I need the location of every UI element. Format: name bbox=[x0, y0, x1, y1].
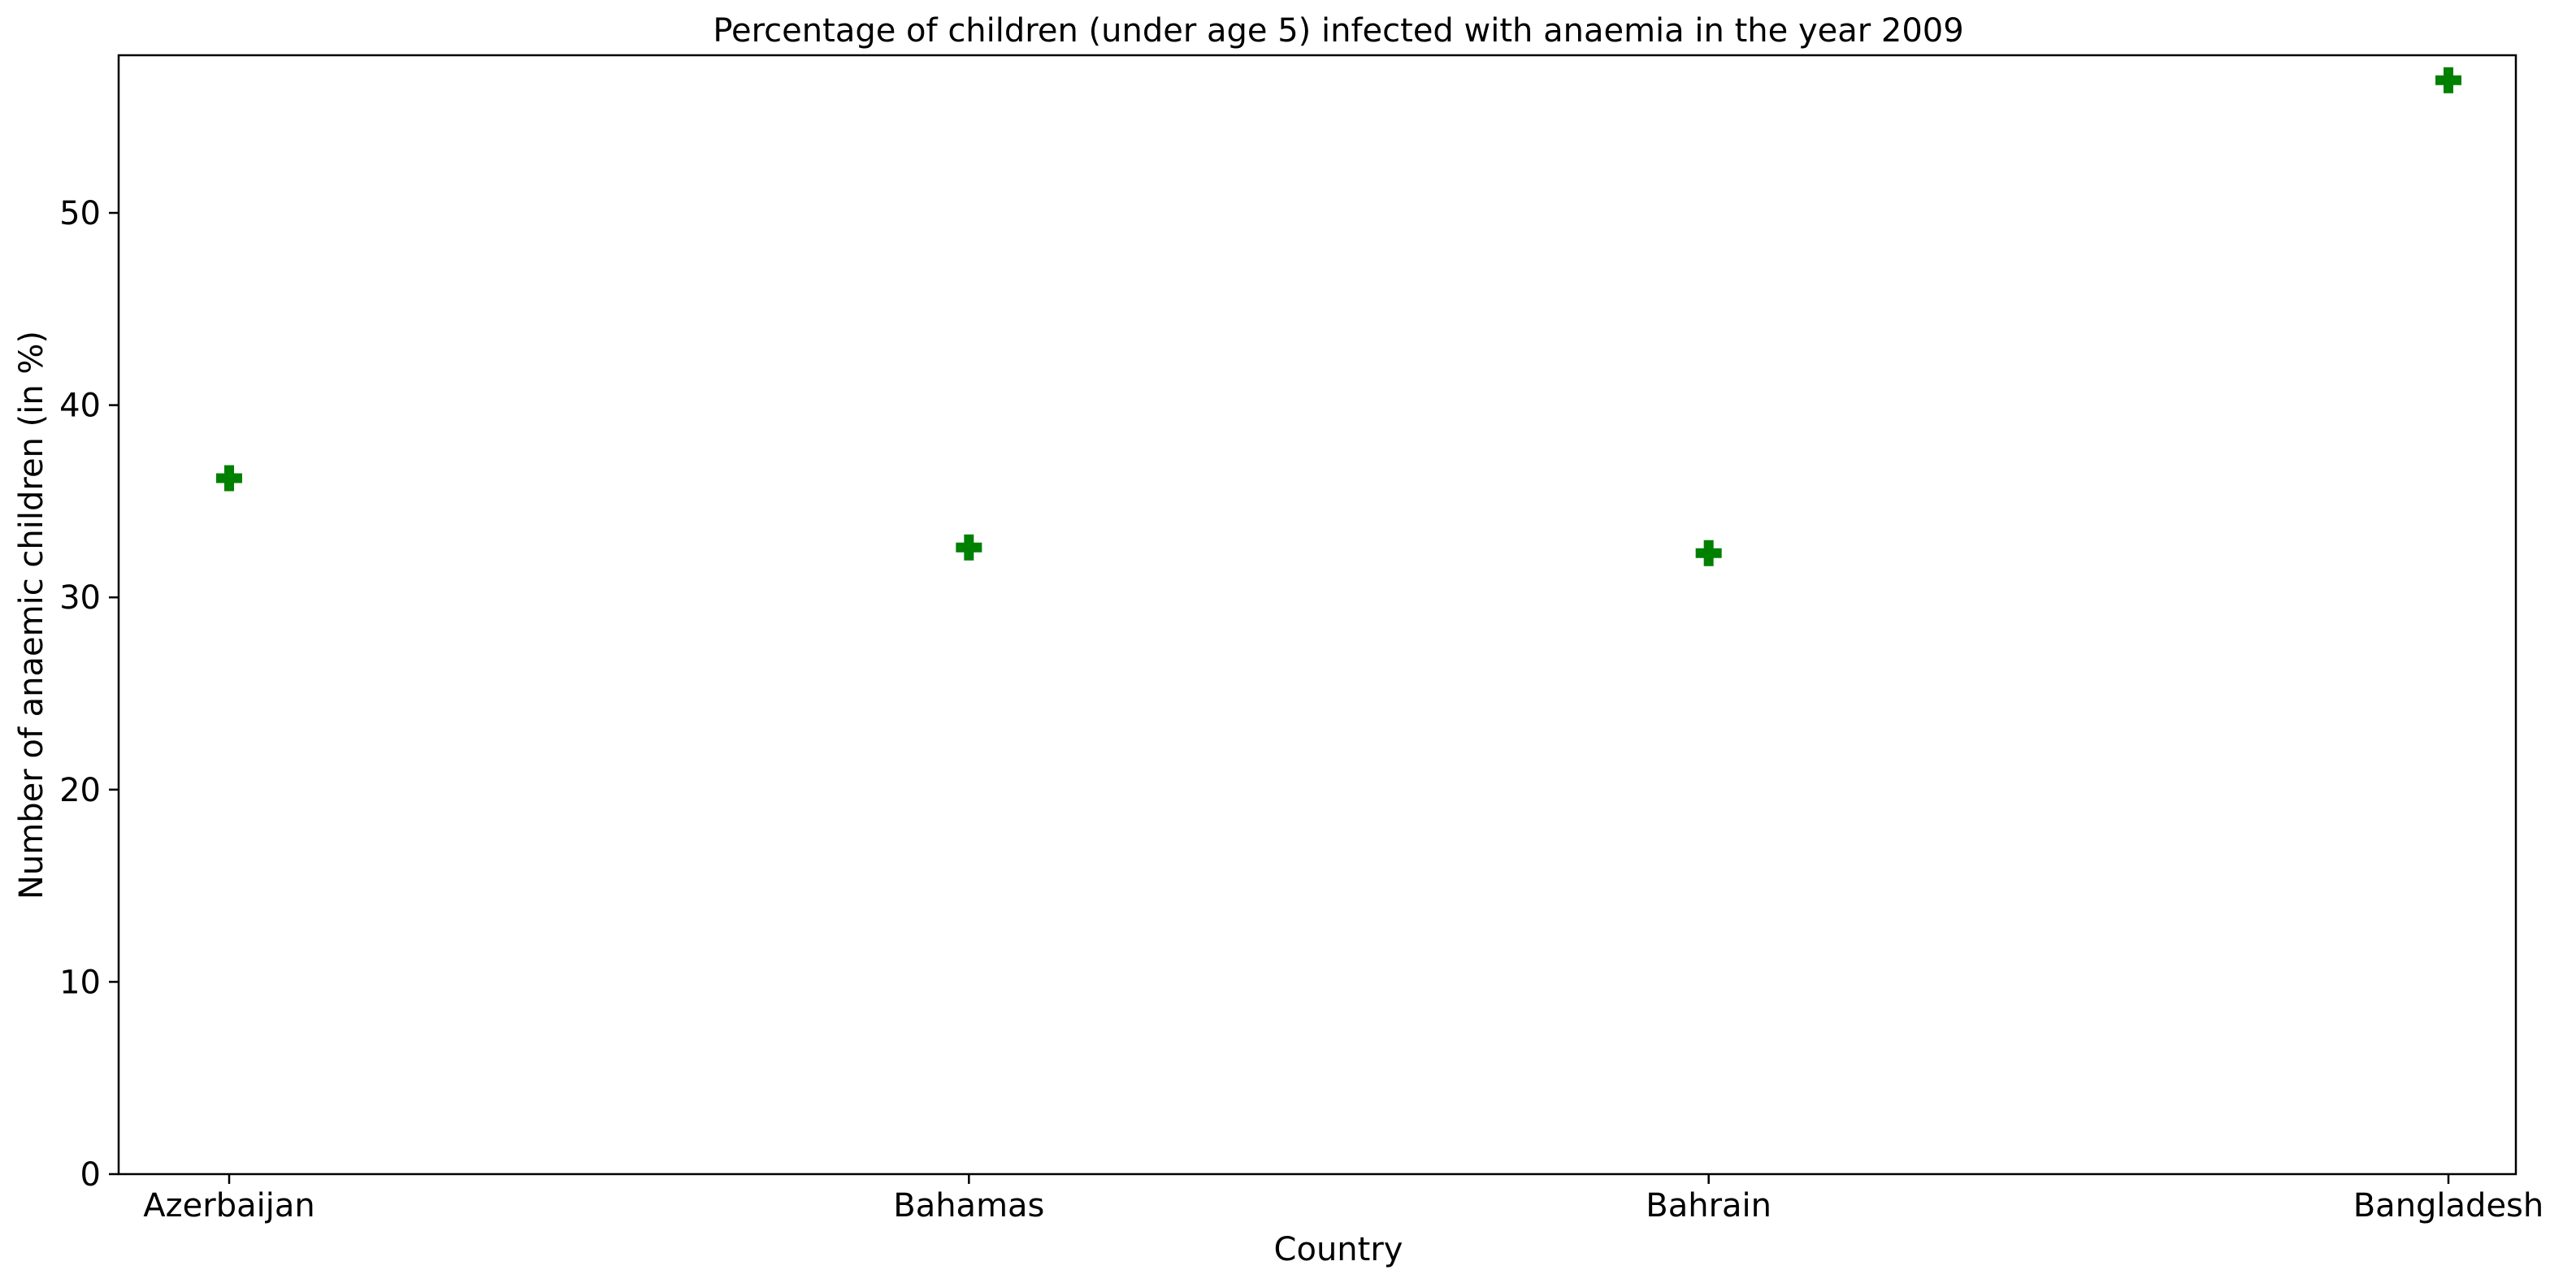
y-tick-label: 0 bbox=[80, 1156, 101, 1194]
y-tick-label: 50 bbox=[59, 195, 101, 232]
plot-area bbox=[117, 54, 2517, 1176]
data-point bbox=[2435, 67, 2461, 93]
x-axis-label: Country bbox=[1274, 1231, 1403, 1268]
y-tick-label: 10 bbox=[59, 964, 101, 1001]
y-tick-label: 40 bbox=[59, 388, 101, 425]
x-tick-label: Bangladesh bbox=[2353, 1187, 2544, 1224]
data-point bbox=[1695, 540, 1722, 566]
x-tick-label: Bahrain bbox=[1646, 1187, 1772, 1224]
chart-title: Percentage of children (under age 5) inf… bbox=[713, 12, 1963, 50]
x-tick-label: Azerbaijan bbox=[143, 1187, 314, 1224]
x-axis: Azerbaijan Bahamas Bahrain Bangladesh bbox=[143, 1174, 2543, 1224]
y-axis-label: Number of anaemic children (in %) bbox=[13, 331, 50, 899]
y-axis: 0 10 20 30 40 50 bbox=[59, 195, 119, 1194]
x-tick-label: Bahamas bbox=[893, 1187, 1044, 1224]
data-point bbox=[216, 465, 242, 492]
y-tick-label: 30 bbox=[59, 579, 101, 617]
data-point bbox=[956, 534, 982, 561]
data-points bbox=[216, 67, 2461, 566]
y-tick-label: 20 bbox=[59, 772, 101, 809]
